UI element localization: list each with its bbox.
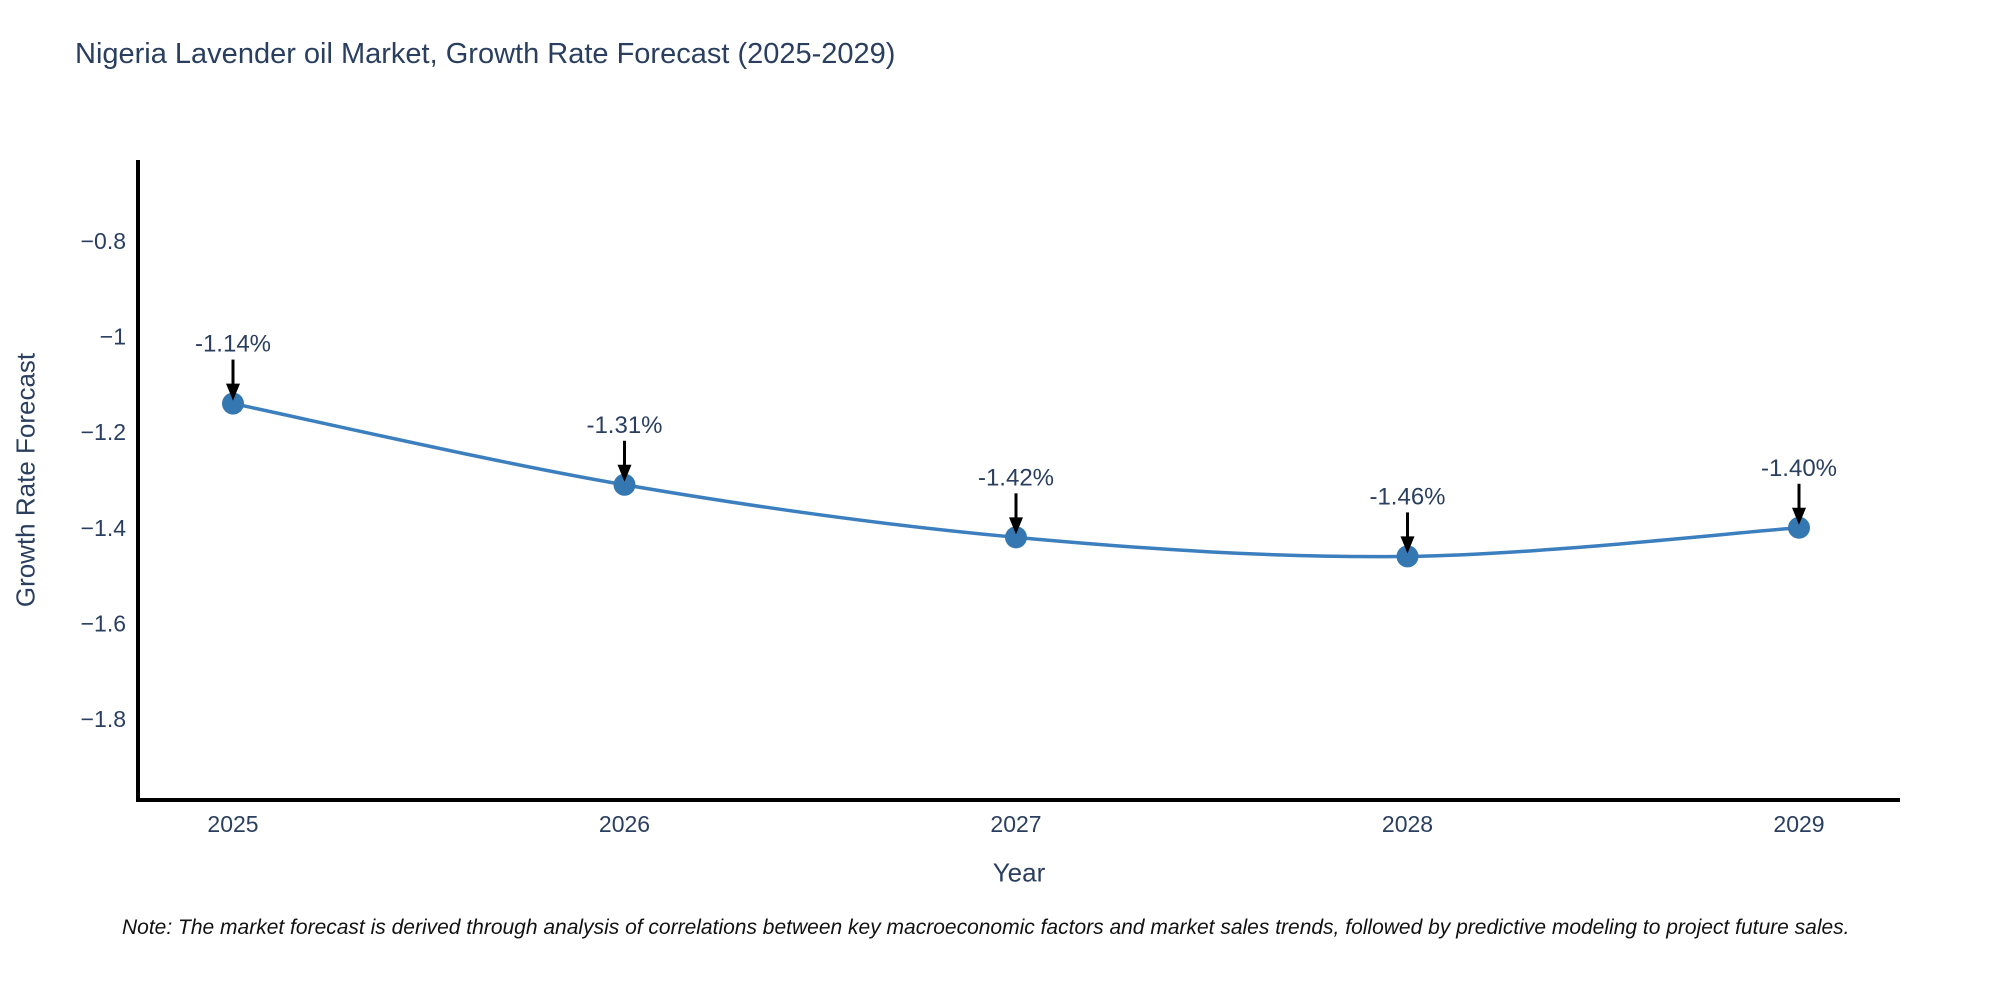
y-tick-label: −1.2 (81, 419, 126, 445)
annotation-arrowhead (617, 464, 632, 482)
y-axis-title: Growth Rate Forecast (10, 352, 41, 608)
x-tick-label: 2029 (1773, 811, 1824, 837)
y-tick-label: −1 (100, 324, 126, 350)
data-point-label: -1.40% (1761, 455, 1837, 482)
data-point-marker[interactable] (613, 473, 636, 496)
data-point-label: -1.42% (978, 464, 1054, 491)
x-axis-title: Year (992, 857, 1046, 888)
data-point-label: -1.46% (1369, 483, 1445, 510)
y-tick-label: −1.8 (81, 706, 126, 732)
data-point-label: -1.14% (195, 331, 271, 358)
x-tick-label: 2028 (1382, 811, 1433, 837)
data-point-marker[interactable] (1396, 545, 1419, 568)
data-point-marker[interactable] (222, 392, 244, 415)
data-point-label: -1.31% (586, 412, 662, 439)
annotation-arrowhead (226, 383, 240, 401)
x-tick-label: 2026 (599, 811, 650, 837)
annotation-arrowhead (1009, 517, 1023, 535)
y-tick-label: −1.6 (81, 610, 126, 636)
footnote: Note: The market forecast is derived thr… (122, 916, 1850, 939)
annotation-arrowhead (1792, 507, 1806, 525)
x-tick-label: 2025 (207, 811, 258, 837)
y-tick-label: −0.8 (81, 228, 126, 254)
y-tick-label: −1.4 (81, 515, 127, 541)
annotation-arrowhead (1400, 536, 1415, 554)
x-tick-label: 2027 (990, 811, 1041, 837)
axis-lines (136, 160, 1900, 802)
chart-title: Nigeria Lavender oil Market, Growth Rate… (75, 38, 896, 70)
data-point-marker[interactable] (1005, 526, 1027, 549)
data-point-marker[interactable] (1788, 516, 1810, 539)
